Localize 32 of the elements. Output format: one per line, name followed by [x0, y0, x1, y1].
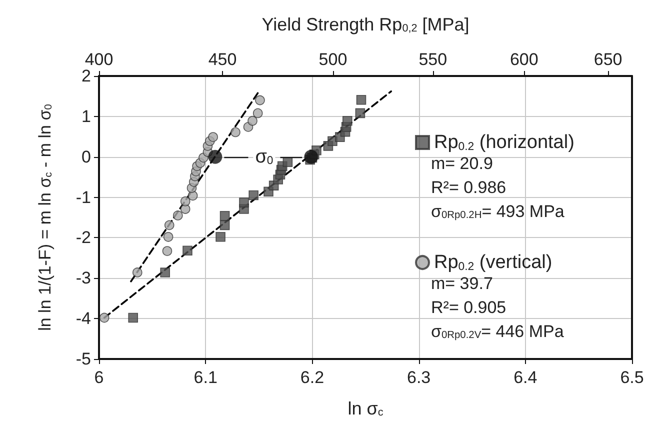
- x2-tick-label: 550: [418, 50, 448, 69]
- x-tick-label: 6.2: [300, 368, 324, 387]
- x-tick-label: 6.4: [514, 368, 538, 387]
- x-tick-label: 6.1: [194, 368, 218, 387]
- y-tick-label: -2: [76, 228, 91, 248]
- y-tick-label: 2: [82, 66, 91, 86]
- y-axis-title: ln ln 1/(1-F) = m ln σc - m ln σ0: [36, 104, 55, 331]
- y-tick-label: -1: [76, 188, 91, 207]
- y-tick-label: 1: [82, 106, 91, 126]
- annotation: σ0Rp0.2V= 446 MPa: [431, 322, 564, 341]
- x2-tick-label: 450: [208, 50, 237, 69]
- x2-tick-label: 500: [318, 50, 348, 69]
- x-tick-label: 6: [94, 368, 104, 387]
- y-tick-label: 0: [82, 147, 91, 166]
- annotation: σ0Rp0.2H= 493 MPa: [431, 202, 565, 221]
- annotation: R²= 0.905: [431, 298, 506, 317]
- x-tick-label: 6.5: [620, 368, 644, 387]
- x2-axis-title: Yield Strength Rp0,2 [MPa]: [262, 14, 470, 34]
- x2-tick-label: 650: [594, 50, 622, 69]
- y-tick-label: -5: [76, 350, 91, 368]
- y-tick-label: -4: [76, 309, 91, 328]
- x-tick-label: 6.3: [406, 368, 431, 387]
- annotation: σ0: [255, 146, 274, 168]
- annotation: m= 39.7: [431, 274, 493, 293]
- annotation: R²= 0.986: [431, 178, 506, 197]
- x-axis-title: ln σc: [348, 398, 384, 419]
- annotation: m= 20.9: [431, 154, 493, 173]
- legend-label: Rp0.2 (horizontal): [434, 132, 574, 153]
- y-tick-label: -3: [76, 268, 91, 288]
- x2-tick-label: 400: [84, 50, 114, 69]
- legend-label: Rp0.2 (vertical): [434, 252, 552, 273]
- x2-tick-label: 600: [510, 50, 538, 69]
